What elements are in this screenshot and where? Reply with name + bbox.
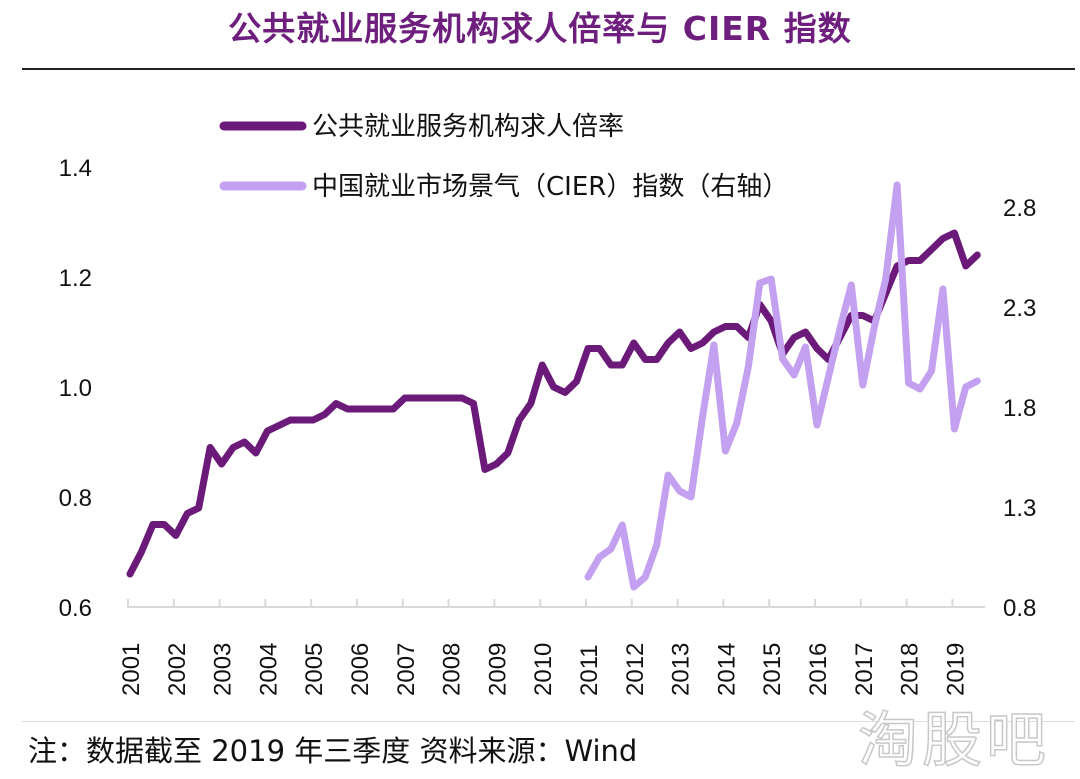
legend-label-series-2: 中国就业市场景气（CIER）指数（右轴） [312, 172, 788, 202]
y-right-tick-label: 1.8 [1003, 395, 1036, 422]
x-tick-label: 2008 [439, 643, 466, 696]
series-line-2 [588, 185, 977, 587]
y-right-tick-label: 0.8 [1003, 595, 1036, 622]
footnote: 注：数据截至 2019 年三季度 资料来源：Wind [28, 728, 637, 770]
y-left-tick-label: 1.0 [59, 375, 92, 402]
legend: 公共就业服务机构求人倍率 中国就业市场景气（CIER）指数（右轴） [224, 112, 788, 202]
x-tick-label: 2014 [713, 643, 740, 696]
watermark-logo: 淘股吧 [858, 692, 1050, 779]
x-tick-label: 2009 [484, 643, 511, 696]
x-tick-label: 2007 [393, 643, 420, 696]
x-tick-label: 2004 [255, 643, 282, 696]
y-left-tick-label: 0.6 [59, 595, 92, 622]
x-tick-label: 2018 [897, 643, 924, 696]
x-tick-label: 2002 [164, 643, 191, 696]
x-tick-label: 2001 [118, 643, 145, 696]
x-tick-label: 2003 [210, 643, 237, 696]
x-tick-label: 2019 [942, 643, 969, 696]
y-left-tick-label: 1.4 [59, 155, 92, 182]
series-lines [130, 185, 978, 587]
y-left-tick-label: 1.2 [59, 265, 92, 292]
x-tick-label: 2013 [668, 643, 695, 696]
legend-label-series-1: 公共就业服务机构求人倍率 [312, 112, 624, 142]
x-tick-label: 2016 [805, 643, 832, 696]
x-tick-label: 2010 [530, 643, 557, 696]
y-right-tick-label: 2.8 [1003, 195, 1036, 222]
y-left-tick-label: 0.8 [59, 485, 92, 512]
y-right-tick-label: 1.3 [1003, 495, 1036, 522]
y-right-tick-label: 2.3 [1003, 295, 1036, 322]
x-tick-label: 2017 [851, 643, 878, 696]
x-tick-label: 2011 [576, 644, 603, 696]
x-tick-label: 2005 [301, 643, 328, 696]
x-tick-label: 2006 [347, 643, 374, 696]
x-tick-label: 2015 [759, 643, 786, 696]
x-tick-label: 2012 [622, 643, 649, 696]
